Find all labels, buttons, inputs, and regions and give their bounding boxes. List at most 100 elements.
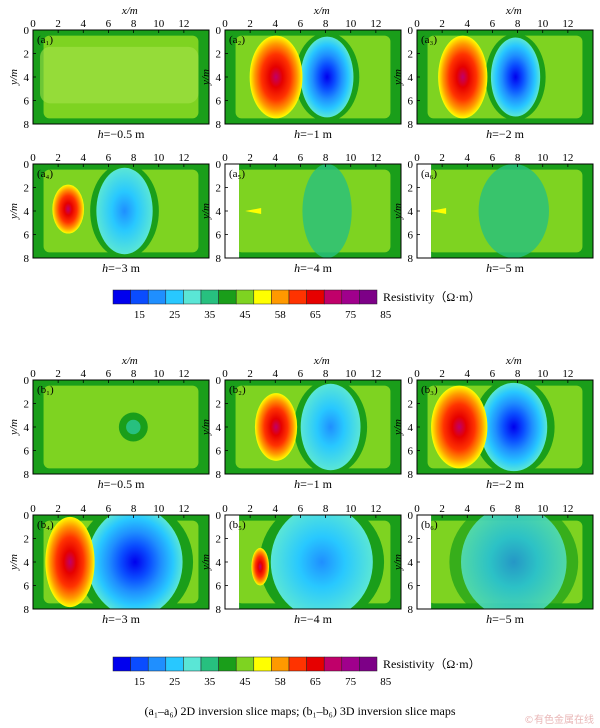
colorbar-swatch — [323, 656, 343, 672]
x-tick-label: 12 — [562, 368, 573, 380]
x-tick-label: 6 — [106, 152, 112, 164]
panel-label: (a₆) — [421, 168, 437, 180]
x-tick-label: 6 — [490, 18, 496, 30]
figure-caption: (a₁–a₆) 2D inversion slice maps; (b₁–b₆)… — [144, 704, 456, 718]
y-tick-label: 8 — [408, 469, 414, 481]
x-tick-label: 10 — [537, 368, 549, 380]
x-tick-label: 2 — [55, 368, 61, 380]
low-resistivity-anomaly — [96, 167, 153, 255]
y-tick-label: 2 — [216, 49, 222, 61]
colorbar-tick-label: 58 — [275, 676, 287, 688]
high-resistivity-anomaly — [251, 547, 269, 586]
x-tick-label: 4 — [273, 152, 279, 164]
x-tick-label: 4 — [81, 152, 87, 164]
panel-label: (a₂) — [229, 34, 245, 46]
x-tick-label: 10 — [345, 152, 357, 164]
y-tick-label: 2 — [408, 534, 414, 546]
x-axis-label: x/m — [121, 5, 138, 17]
colorbar-tick-label: 15 — [134, 309, 146, 321]
x-tick-label: 4 — [465, 152, 471, 164]
high-resistivity-anomaly — [438, 35, 488, 119]
x-tick-label: 4 — [273, 368, 279, 380]
colorbar-swatch — [112, 656, 131, 672]
x-tick-label: 10 — [153, 368, 165, 380]
x-tick-label: 12 — [370, 18, 381, 30]
depth-label: h=−0.5 m — [98, 477, 146, 491]
y-tick-label: 8 — [24, 253, 30, 265]
slice-panel-a6: 0 2 4 6 8 10 12 0 2 4 6 8 y/m (a₆) h=−5 m — [392, 152, 594, 275]
colorbar-title: Resistivity（Ω·m） — [383, 657, 481, 671]
colorbar-swatch — [306, 656, 325, 672]
x-tick-label: 12 — [562, 152, 573, 164]
y-axis-label: y/m — [200, 554, 212, 571]
contour-field — [417, 380, 593, 474]
colorbar-swatch — [147, 289, 167, 305]
contour-field — [239, 515, 401, 609]
slice-panel-b4: 0 2 4 6 8 10 12 0 2 4 6 8 y/m (b₄) h=−3 m — [8, 503, 210, 626]
colorbar-swatch — [200, 289, 219, 305]
y-tick-label: 0 — [408, 375, 414, 387]
y-axis-label: y/m — [200, 203, 212, 220]
y-tick-label: 6 — [216, 96, 222, 108]
colorbar-tick-label: 25 — [169, 676, 181, 688]
edge-anomaly — [245, 208, 262, 214]
low-resistivity-anomaly — [300, 36, 354, 118]
x-tick-label: 0 — [30, 368, 36, 380]
high-resistivity-anomaly — [431, 385, 488, 469]
colorbar-top: 15 25 35 45 58 65 75 85 Resistivity（Ω·m） — [112, 289, 481, 321]
x-tick-label: 6 — [106, 368, 112, 380]
y-tick-label: 8 — [24, 119, 30, 131]
x-tick-label: 0 — [30, 503, 36, 515]
y-tick-label: 6 — [24, 446, 30, 458]
y-tick-label: 8 — [24, 604, 30, 616]
y-tick-label: 4 — [408, 557, 414, 569]
x-tick-label: 10 — [537, 152, 549, 164]
y-tick-label: 4 — [408, 72, 414, 84]
x-tick-label: 0 — [222, 503, 228, 515]
high-resistivity-anomaly — [45, 516, 95, 608]
colorbar-swatch — [147, 656, 167, 672]
colorbar-swatch — [165, 289, 184, 305]
y-axis-label: y/m — [8, 419, 20, 436]
colorbar-swatch — [359, 656, 378, 672]
y-axis-label: y/m — [8, 69, 20, 86]
y-tick-label: 8 — [216, 119, 222, 131]
x-tick-label: 10 — [153, 503, 165, 515]
y-tick-label: 0 — [24, 375, 30, 387]
y-tick-label: 2 — [24, 49, 30, 61]
slice-panel-b3: 0 2 4 6 8 10 12 0 2 4 6 8 y/m x/m (b₃) h=−2 m — [392, 355, 594, 491]
colorbar-swatch — [288, 656, 307, 672]
colorbar-swatch — [183, 289, 202, 305]
x-tick-label: 8 — [131, 368, 137, 380]
y-tick-label: 6 — [216, 581, 222, 593]
y-tick-label: 0 — [408, 510, 414, 522]
small-anomaly — [126, 419, 141, 435]
colorbar-tick-label: 85 — [380, 309, 392, 321]
x-tick-label: 4 — [273, 503, 279, 515]
colorbar-tick-label: 75 — [345, 309, 357, 321]
low-resistivity-anomaly — [300, 383, 361, 471]
colorbar-swatch — [253, 289, 272, 305]
x-tick-label: 0 — [222, 152, 228, 164]
y-tick-label: 4 — [216, 557, 222, 569]
y-tick-label: 4 — [24, 206, 30, 218]
x-tick-label: 2 — [247, 152, 253, 164]
colorbar-swatch — [218, 656, 237, 672]
high-resistivity-anomaly — [249, 35, 303, 119]
slice-panel-b2: 0 2 4 6 8 10 12 0 2 4 6 8 y/m x/m (b₂) h=−1 m — [200, 355, 402, 491]
depth-label: h=−3 m — [102, 612, 141, 626]
x-tick-label: 0 — [414, 503, 420, 515]
y-axis-label: y/m — [392, 203, 404, 220]
x-tick-label: 4 — [81, 503, 87, 515]
contour-field — [417, 30, 593, 124]
panel-label: (a₁) — [37, 34, 53, 46]
colorbar-swatch — [271, 289, 290, 305]
y-tick-label: 2 — [408, 399, 414, 411]
colorbar-swatch — [235, 656, 255, 672]
colorbar-bottom: 15 25 35 45 58 65 75 85 Resistivity（Ω·m） — [112, 656, 481, 688]
x-tick-label: 6 — [106, 503, 112, 515]
y-tick-label: 2 — [216, 534, 222, 546]
x-tick-label: 12 — [370, 503, 381, 515]
panel-label: (a₃) — [421, 34, 437, 46]
x-tick-label: 10 — [153, 152, 165, 164]
